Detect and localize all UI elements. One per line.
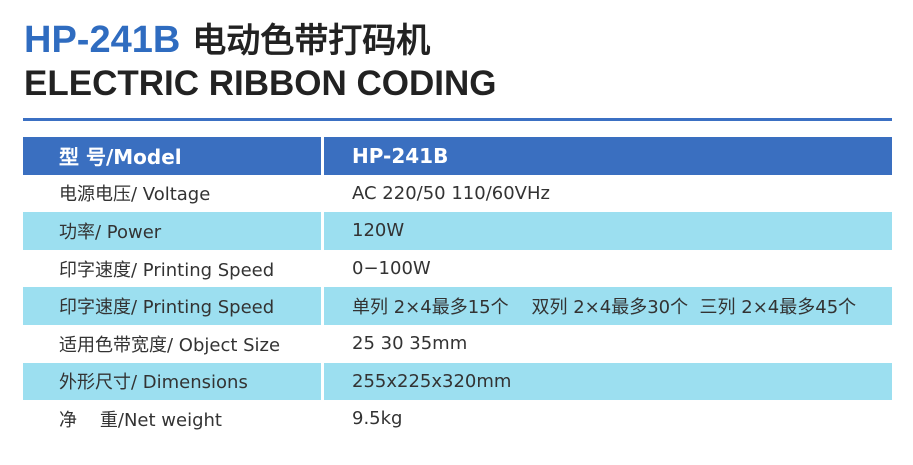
header-value: HP-241B [352, 143, 449, 168]
header-label: 型 号/Model [23, 137, 324, 175]
row-label: 净 重/Net weight [23, 400, 324, 438]
table-row: 功率/ Power 120W [23, 212, 892, 250]
row-value: 255x225x320mm [352, 370, 512, 392]
product-name-en: ELECTRIC RIBBON CODING [24, 64, 497, 103]
model-title: HP-241B [24, 19, 181, 61]
table-row: 净 重/Net weight 9.5kg [23, 400, 892, 438]
table-row: 印字速度/ Printing Speed 0−100W [23, 249, 892, 288]
divider [23, 118, 892, 121]
row-label: 适用色带宽度/ Object Size [23, 324, 324, 363]
row-label: 功率/ Power [23, 212, 324, 250]
row-value: 单列 2×4最多15个 双列 2×4最多30个 三列 2×4最多45个 [352, 297, 857, 319]
spec-table: 型 号/Model HP-241B 电源电压/ Voltage AC 220/50… [23, 137, 892, 438]
table-row: 电源电压/ Voltage AC 220/50 110/60VHz [23, 174, 892, 213]
row-label: 印字速度/ Printing Speed [23, 287, 324, 325]
row-label: 印字速度/ Printing Speed [23, 249, 324, 288]
row-value: AC 220/50 110/60VHz [352, 182, 550, 204]
table-row: 外形尺寸/ Dimensions 255x225x320mm [23, 362, 892, 401]
product-name-cn: 电动色带打码机 [192, 21, 431, 61]
row-label: 外形尺寸/ Dimensions [23, 362, 324, 401]
row-label: 电源电压/ Voltage [23, 174, 324, 213]
row-value: 0−100W [352, 258, 431, 280]
table-row: 适用色带宽度/ Object Size 25 30 35mm [23, 324, 892, 363]
table-header: 型 号/Model HP-241B [23, 137, 892, 175]
row-value: 25 30 35mm [352, 333, 468, 355]
row-value: 9.5kg [352, 408, 403, 430]
table-row: 印字速度/ Printing Speed 单列 2×4最多15个 双列 2×4最多… [23, 287, 892, 325]
row-value: 120W [352, 220, 405, 242]
title-line: HP-241B 电动色带打码机 [24, 16, 430, 64]
